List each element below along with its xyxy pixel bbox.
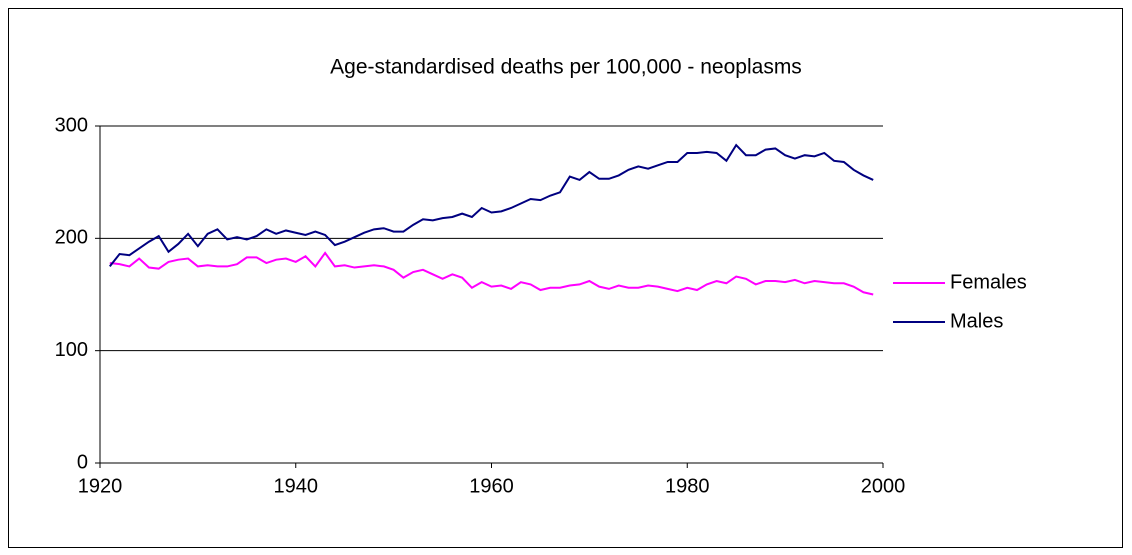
y-tick-label: 300 [55,114,88,136]
series-line [109,143,874,268]
legend-label: Males [950,310,1003,332]
x-tick-label: 1960 [469,475,514,497]
chart-title: Age-standardised deaths per 100,000 - ne… [330,56,802,79]
chart-border [8,8,1123,548]
y-tick-label: 0 [77,451,88,473]
x-tick-label: 2000 [861,475,906,497]
x-tick-label: 1980 [665,475,710,497]
y-tick-label: 200 [55,227,88,249]
x-tick-label: 1940 [274,475,319,497]
legend-label: Females [950,271,1027,293]
series-line [109,251,874,296]
y-tick-label: 100 [55,339,88,361]
x-tick-label: 1920 [78,475,123,497]
